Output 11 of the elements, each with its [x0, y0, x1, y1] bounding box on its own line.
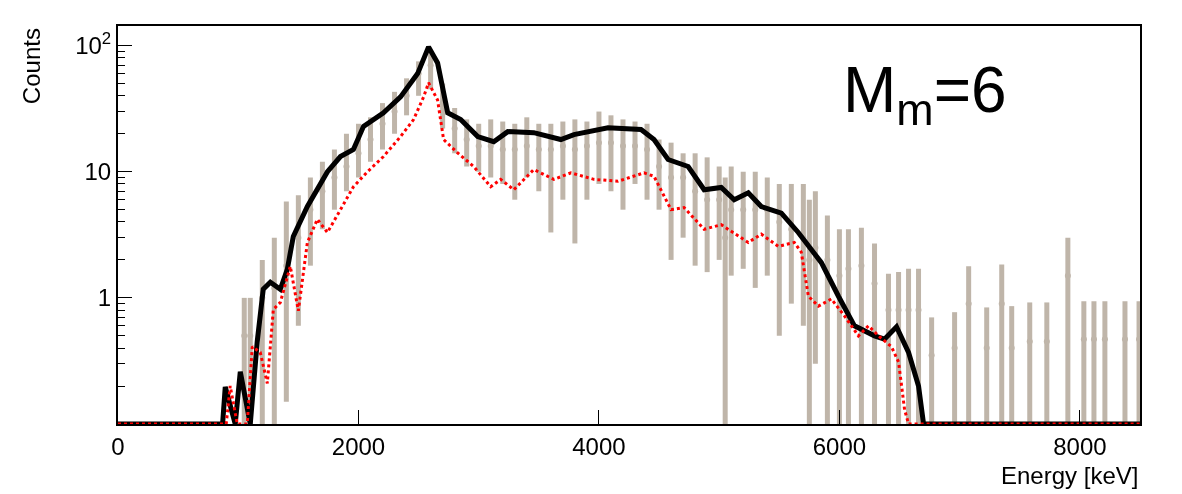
- y-axis-title: Counts: [18, 28, 46, 105]
- y-tick-label: 10: [84, 158, 112, 186]
- y-tick-label: 10$^{2}$: [75, 28, 112, 59]
- y-tick-label: 1: [97, 284, 112, 312]
- x-axis-title: Energy [keV]: [1001, 462, 1139, 489]
- annotation: M$_{m}$=6: [843, 54, 1007, 135]
- x-tick-label: 0: [111, 432, 125, 460]
- x-tick-label: 6000: [812, 432, 867, 460]
- x-tick-label: 4000: [572, 432, 626, 460]
- x-tick-label: 8000: [1053, 432, 1107, 460]
- x-tick-label: 2000: [331, 432, 386, 460]
